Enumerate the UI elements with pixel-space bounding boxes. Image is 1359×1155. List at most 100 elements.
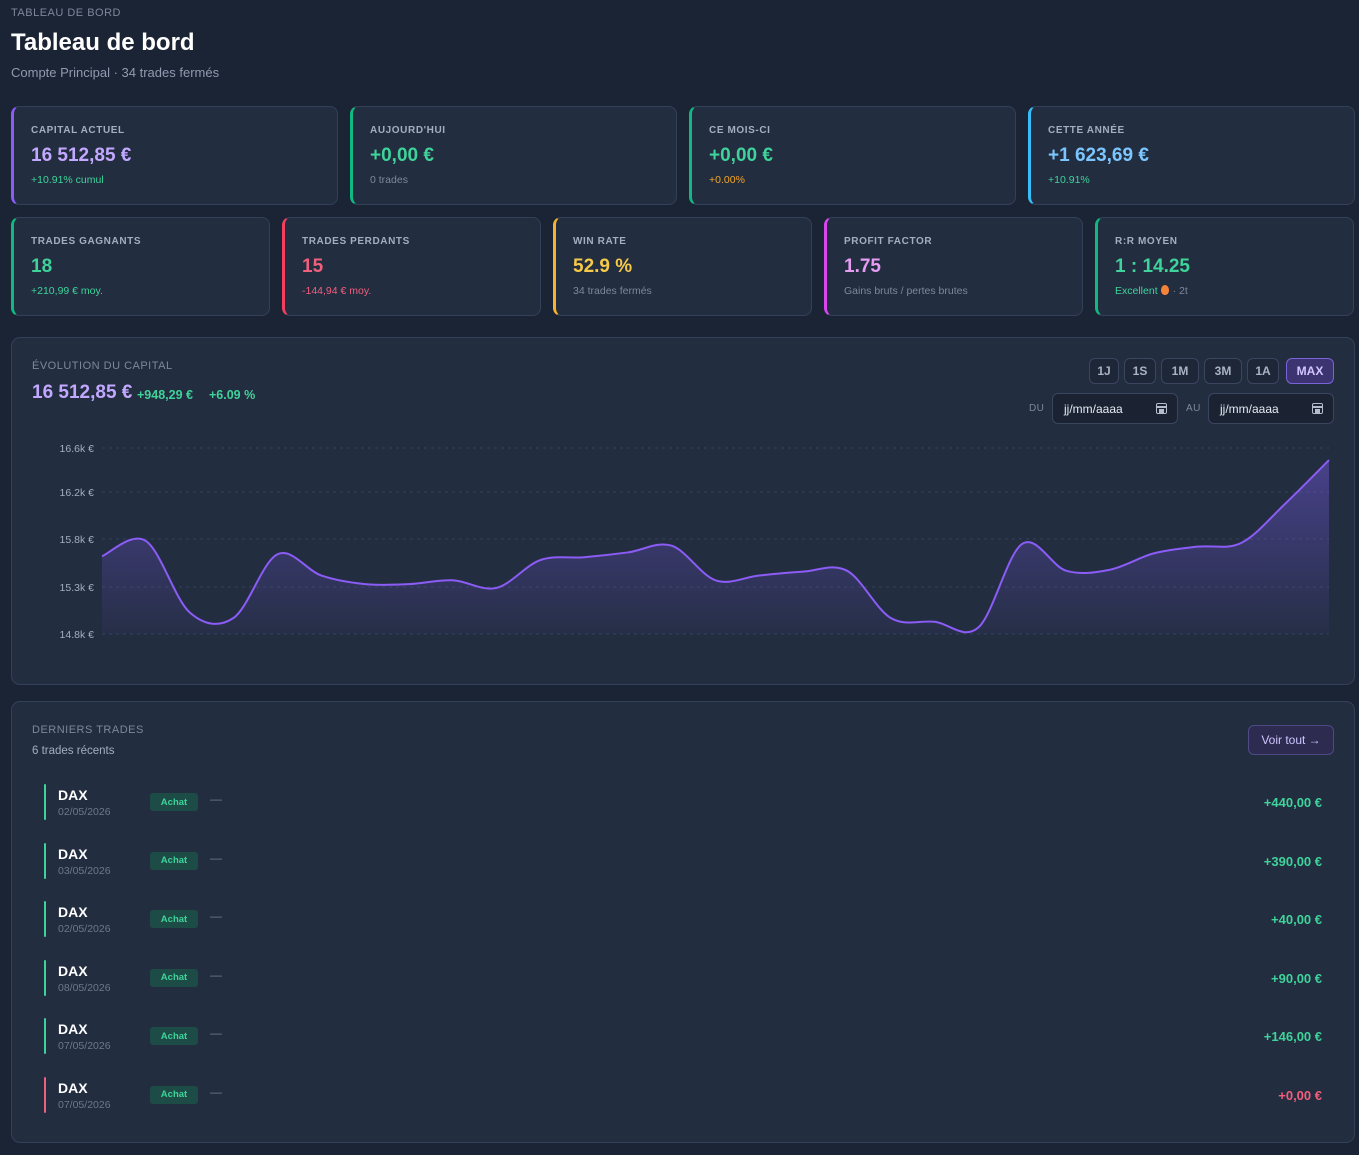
kpi-label: CAPITAL ACTUEL	[31, 125, 125, 136]
kpi-subtext: +10.91% cumul	[31, 174, 104, 186]
trade-side-badge: Achat	[150, 910, 198, 928]
chart-data-point	[977, 626, 979, 628]
kpi-label: PROFIT FACTOR	[844, 236, 933, 247]
chart-data-point	[451, 579, 453, 581]
range-button-1a[interactable]: 1A	[1247, 358, 1279, 384]
trade-row[interactable]: DAX 07/05/2026 Achat — +146,00 €	[44, 1018, 1322, 1056]
trade-date: 02/05/2026	[58, 806, 111, 818]
chart-data-point	[1196, 545, 1198, 547]
kpi-subtext: -144,94 € moy.	[302, 285, 371, 297]
kpi-card: TRADES GAGNANTS 18 +210,99 € moy.	[11, 217, 270, 316]
chart-data-point	[714, 579, 716, 581]
date-to-input[interactable]: jj/mm/aaaa	[1208, 393, 1334, 424]
range-button-1s[interactable]: 1S	[1124, 358, 1156, 384]
kpi-value: +0,00 €	[370, 145, 434, 166]
chart-data-point	[495, 587, 497, 589]
kpi-card: AUJOURD'HUI +0,00 € 0 trades	[350, 106, 677, 205]
chart-data-point	[364, 583, 366, 585]
trade-note: —	[210, 850, 222, 865]
kpi-subtext-main: +10.91%	[1048, 174, 1090, 186]
chart-area-fill	[102, 460, 1329, 634]
kpi-subtext: Excellent · 2t	[1115, 285, 1188, 297]
y-tick-label: 15.3k €	[60, 582, 95, 594]
page-subtitle: Compte Principal · 34 trades fermés	[11, 65, 220, 80]
trade-symbol: DAX	[58, 962, 88, 979]
trade-side-badge: Achat	[150, 968, 198, 987]
view-all-button[interactable]: Voir tout →	[1248, 725, 1334, 755]
trade-note: —	[210, 1084, 222, 1099]
kpi-subtext-main: -144,94 € moy.	[302, 285, 372, 297]
trade-note: —	[210, 1026, 222, 1040]
range-button-1m[interactable]: 1M	[1161, 358, 1199, 384]
trade-symbol: DAX	[58, 787, 88, 803]
kpi-subtext: +210,99 € moy.	[31, 285, 103, 297]
capital-panel-label: ÉVOLUTION DU CAPITAL	[32, 360, 173, 372]
chart-data-point	[670, 545, 672, 547]
kpi-subtext-main: Excellent	[1115, 285, 1158, 297]
trade-symbol: DAX	[58, 1021, 88, 1037]
kpi-label: TRADES PERDANTS	[302, 236, 410, 247]
trade-pnl: +440,00 €	[1263, 795, 1322, 810]
chart-data-point	[1109, 569, 1111, 571]
trade-row[interactable]: DAX 07/05/2026 Achat — +0,00 €	[44, 1076, 1322, 1115]
calendar-icon[interactable]	[1156, 403, 1167, 414]
trade-symbol: DAX	[58, 904, 88, 920]
y-tick-label: 16.2k €	[60, 487, 95, 499]
calendar-icon[interactable]	[1312, 403, 1323, 414]
chart-data-point	[1328, 459, 1330, 461]
trade-date: 07/05/2026	[58, 1040, 111, 1052]
date-from-label: DU	[1029, 403, 1045, 414]
page-title: Tableau de bord	[11, 29, 195, 56]
kpi-subtext-main: +10.91% cumul	[31, 174, 104, 186]
chart-data-point	[627, 551, 629, 553]
trade-status-bar	[44, 1018, 46, 1054]
trade-pnl: +390,00 €	[1263, 853, 1322, 869]
range-button-1j[interactable]: 1J	[1089, 358, 1119, 384]
chart-series-line	[101, 459, 1330, 634]
kpi-subtext-main: +0.00%	[709, 174, 745, 186]
breadcrumb: TABLEAU DE BORD	[11, 7, 121, 19]
kpi-subtext-main: Gains bruts / pertes brutes	[844, 285, 968, 297]
recent-trades-panel: DERNIERS TRADES 6 trades récents Voir to…	[11, 701, 1355, 1143]
capital-delta-percent: +6.09 %	[209, 388, 256, 402]
chart-data-point	[232, 617, 234, 619]
kpi-label: AUJOURD'HUI	[370, 125, 446, 136]
capital-chart[interactable]: 16.6k € 16.2k € 15.8k € 15.3k € 14.8k €	[12, 338, 1354, 684]
capital-evolution-panel: ÉVOLUTION DU CAPITAL 16 512,85 € +948,29…	[11, 337, 1355, 685]
trade-row[interactable]: DAX 02/05/2026 Achat — +40,00 €	[44, 901, 1322, 939]
trade-pnl: +40,00 €	[1271, 912, 1322, 927]
trade-row[interactable]: DAX 03/05/2026 Achat — +390,00 €	[44, 842, 1322, 881]
chart-data-point	[583, 556, 585, 558]
kpi-subtext-extra: · 2t	[1172, 285, 1188, 297]
chart-data-point	[1284, 503, 1286, 505]
chart-data-point	[1153, 552, 1155, 554]
chart-data-point	[101, 555, 103, 557]
kpi-value: 16 512,85 €	[31, 145, 132, 166]
chart-data-point	[539, 559, 541, 561]
kpi-card: CETTE ANNÉE +1 623,69 € +10.91%	[1028, 106, 1355, 205]
kpi-label: R:R MOYEN	[1115, 236, 1178, 247]
y-tick-label: 14.8k €	[60, 629, 95, 641]
trade-date: 07/05/2026	[58, 1098, 111, 1111]
kpi-label: CETTE ANNÉE	[1048, 125, 1125, 136]
trade-symbol: DAX	[58, 845, 88, 862]
trade-side-badge: Achat	[150, 851, 198, 870]
trades-panel-title: DERNIERS TRADES	[32, 724, 144, 736]
date-to-label: AU	[1186, 403, 1201, 414]
date-from-input[interactable]: jj/mm/aaaa	[1052, 393, 1178, 424]
kpi-subtext-main: 34 trades fermés	[573, 285, 652, 297]
trade-row[interactable]: DAX 08/05/2026 Achat — +90,00 €	[44, 959, 1322, 998]
range-button-3m[interactable]: 3M	[1204, 358, 1242, 384]
kpi-card: CE MOIS-CI +0,00 € +0.00%	[689, 106, 1016, 205]
trade-status-bar	[44, 842, 46, 879]
chart-data-point	[276, 553, 278, 555]
chart-data-point	[145, 540, 147, 542]
chart-data-point	[1065, 569, 1067, 571]
kpi-card: PROFIT FACTOR 1.75 Gains bruts / pertes br…	[824, 217, 1083, 316]
trade-row[interactable]: DAX 02/05/2026 Achat — +440,00 €	[44, 784, 1322, 822]
trade-date: 03/05/2026	[58, 864, 111, 877]
range-button-max[interactable]: MAX	[1286, 358, 1334, 384]
kpi-card: CAPITAL ACTUEL 16 512,85 € +10.91% cumul	[11, 106, 338, 205]
y-tick-label: 16.6k €	[60, 443, 95, 455]
trade-note: —	[210, 909, 222, 923]
